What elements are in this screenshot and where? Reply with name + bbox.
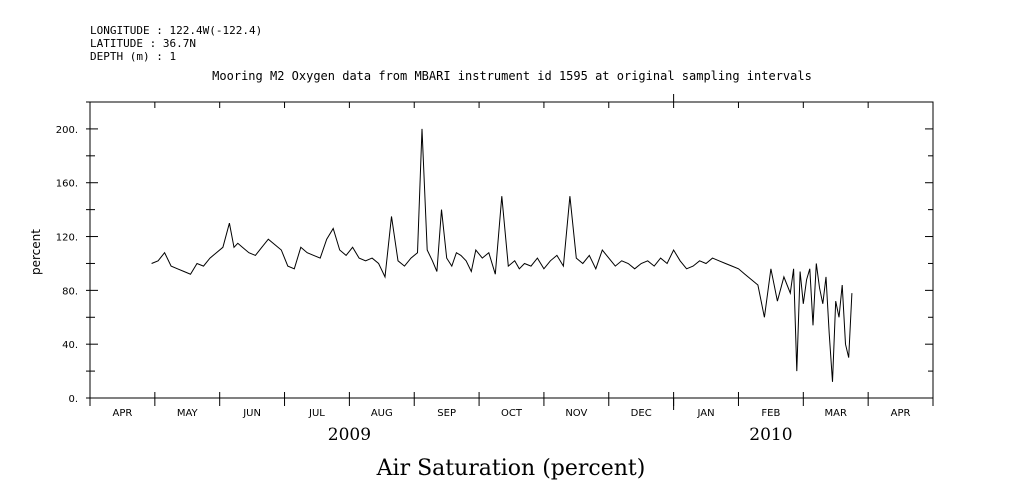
x-axis-label: Air Saturation (percent) — [376, 456, 646, 481]
depth-label: DEPTH (m) : 1 — [90, 50, 176, 63]
x-tick-label: OCT — [501, 408, 523, 419]
x-tick-label: MAR — [825, 408, 847, 419]
y-tick-label: 0. — [68, 394, 78, 405]
x-tick-label: SEP — [437, 408, 456, 419]
y-tick-label: 120. — [56, 233, 78, 244]
x-tick-label: DEC — [631, 408, 652, 419]
x-tick-label: JUN — [242, 408, 261, 419]
x-tick-label: NOV — [565, 408, 587, 419]
year-label: 2010 — [749, 425, 792, 445]
series-line — [151, 128, 853, 382]
y-axis: 0. 40. 80. 120. 160. 200. — [56, 101, 933, 405]
year-label: 2009 — [328, 425, 371, 445]
y-tick-label: 160. — [56, 179, 78, 190]
y-tick-label: 40. — [62, 340, 78, 351]
x-tick-label: JAN — [696, 408, 714, 419]
y-tick-label: 80. — [62, 286, 78, 297]
x-tick-label: FEB — [761, 408, 780, 419]
y-tick-label: 200. — [56, 125, 78, 136]
x-tick-label: APR — [113, 408, 133, 419]
x-tick-label: MAY — [177, 408, 199, 419]
longitude-label: LONGITUDE : 122.4W(-122.4) — [90, 24, 262, 37]
series-layer — [151, 128, 853, 382]
x-tick-label: JUL — [308, 408, 325, 419]
x-axis: APR MAY JUN JUL AUG SEP OCT NOV DEC JAN FEB MAR APR 2… — [89, 94, 934, 445]
latitude-label: LATITUDE : 36.7N — [90, 37, 196, 50]
header-block: LONGITUDE : 122.4W(-122.4) LATITUDE : 36… — [90, 24, 262, 63]
y-axis-label: percent — [29, 229, 43, 275]
plot-frame — [89, 101, 934, 399]
x-tick-label: AUG — [371, 408, 393, 419]
chart-title: Mooring M2 Oxygen data from MBARI instru… — [212, 69, 812, 83]
x-tick-label: APR — [891, 408, 911, 419]
